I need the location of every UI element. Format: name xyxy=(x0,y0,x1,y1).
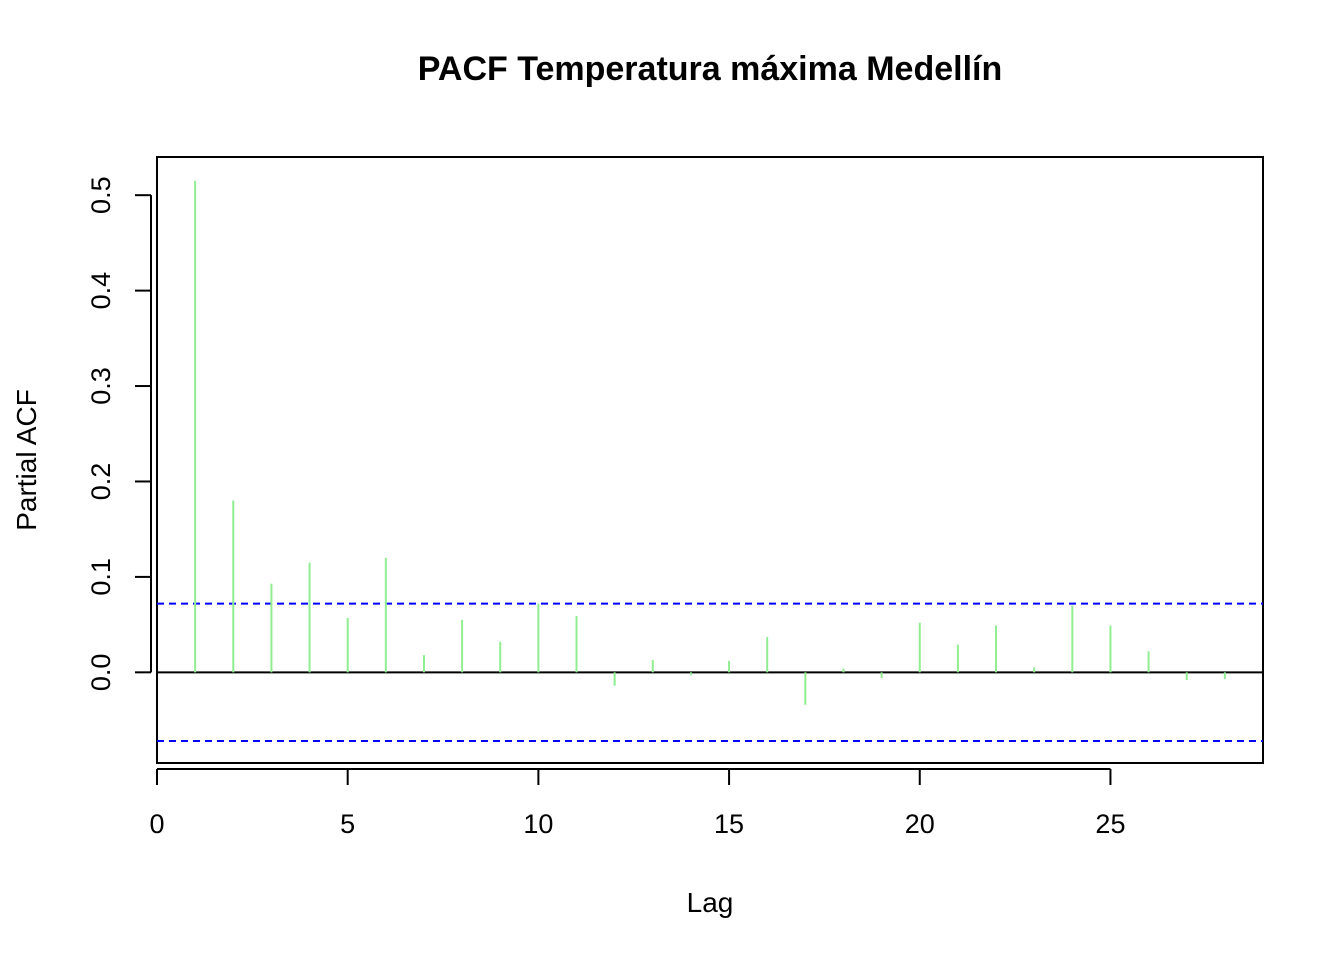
x-tick-label-5: 5 xyxy=(340,809,355,839)
chart-title: PACF Temperatura máxima Medellín xyxy=(418,50,1002,88)
x-axis-label: Lag xyxy=(687,887,734,918)
y-tick-label-2: 0.2 xyxy=(86,463,116,501)
y-tick-label-4: 0.4 xyxy=(86,272,116,310)
x-tick-label-25: 25 xyxy=(1095,809,1125,839)
x-tick-label-0: 0 xyxy=(149,809,164,839)
y-tick-label-1: 0.1 xyxy=(86,558,116,596)
x-tick-label-20: 20 xyxy=(905,809,935,839)
x-tick-label-10: 10 xyxy=(523,809,553,839)
chart-marks: 0 5 10 15 20 25 0.0 0.1 0.2 0.3 0.4 0.5 xyxy=(86,176,1263,839)
y-tick-label-5: 0.5 xyxy=(86,176,116,214)
y-tick-label-3: 0.3 xyxy=(86,367,116,405)
x-tick-label-15: 15 xyxy=(714,809,744,839)
plot-frame xyxy=(156,156,1264,764)
y-axis-label: Partial ACF xyxy=(11,389,42,531)
y-tick-label-0: 0.0 xyxy=(86,654,116,692)
